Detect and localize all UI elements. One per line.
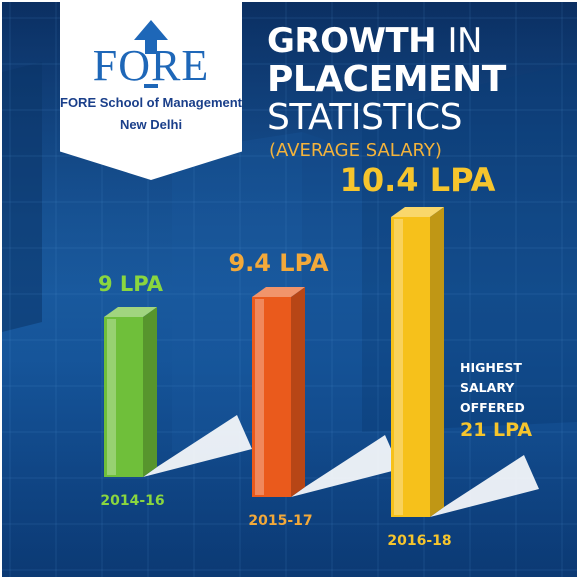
callout-line-3: OFFERED	[460, 400, 525, 415]
bar-shadow	[143, 415, 252, 477]
bar-value-label: 10.4 LPA	[340, 161, 496, 199]
bar-side	[143, 307, 157, 477]
callout-value: 21 LPA	[460, 419, 533, 441]
bar-top	[391, 207, 444, 217]
bar-highlight	[255, 299, 264, 495]
logo-wordmark: FORE	[92, 41, 210, 90]
title-growth: GROWTH	[267, 21, 437, 61]
title-line-1: GROWTH IN	[267, 24, 482, 58]
bar-side	[430, 207, 444, 517]
bar-highlight	[394, 219, 403, 515]
callout-line-1: HIGHEST	[460, 360, 522, 375]
logo-school-name: FORE School of Management	[60, 95, 243, 110]
bar-top	[104, 307, 157, 317]
bar-shadow	[430, 455, 539, 517]
category-label: 2016-18	[387, 533, 451, 549]
bar-shadow	[291, 435, 400, 497]
callout-line-2: SALARY	[460, 380, 515, 395]
bar-side	[291, 287, 305, 497]
title-line-2: PLACEMENT	[267, 59, 506, 100]
logo-city: New Delhi	[119, 117, 183, 132]
category-label: 2014-16	[100, 493, 164, 509]
title-line-3: STATISTICS	[267, 97, 462, 138]
logo-arrow-icon	[134, 20, 168, 88]
logo-card: FORE FORE School of Management New Delhi	[60, 2, 242, 180]
highest-salary-callout: HIGHEST SALARY OFFERED 21 LPA	[460, 358, 532, 440]
title-in: IN	[447, 21, 483, 61]
bar-value-label: 9 LPA	[98, 272, 164, 296]
bar-highlight	[107, 319, 116, 475]
bar-value-label: 9.4 LPA	[228, 249, 329, 277]
chart-subtitle: (AVERAGE SALARY)	[269, 140, 442, 161]
bar-top	[252, 287, 305, 297]
category-label: 2015-17	[248, 513, 312, 529]
